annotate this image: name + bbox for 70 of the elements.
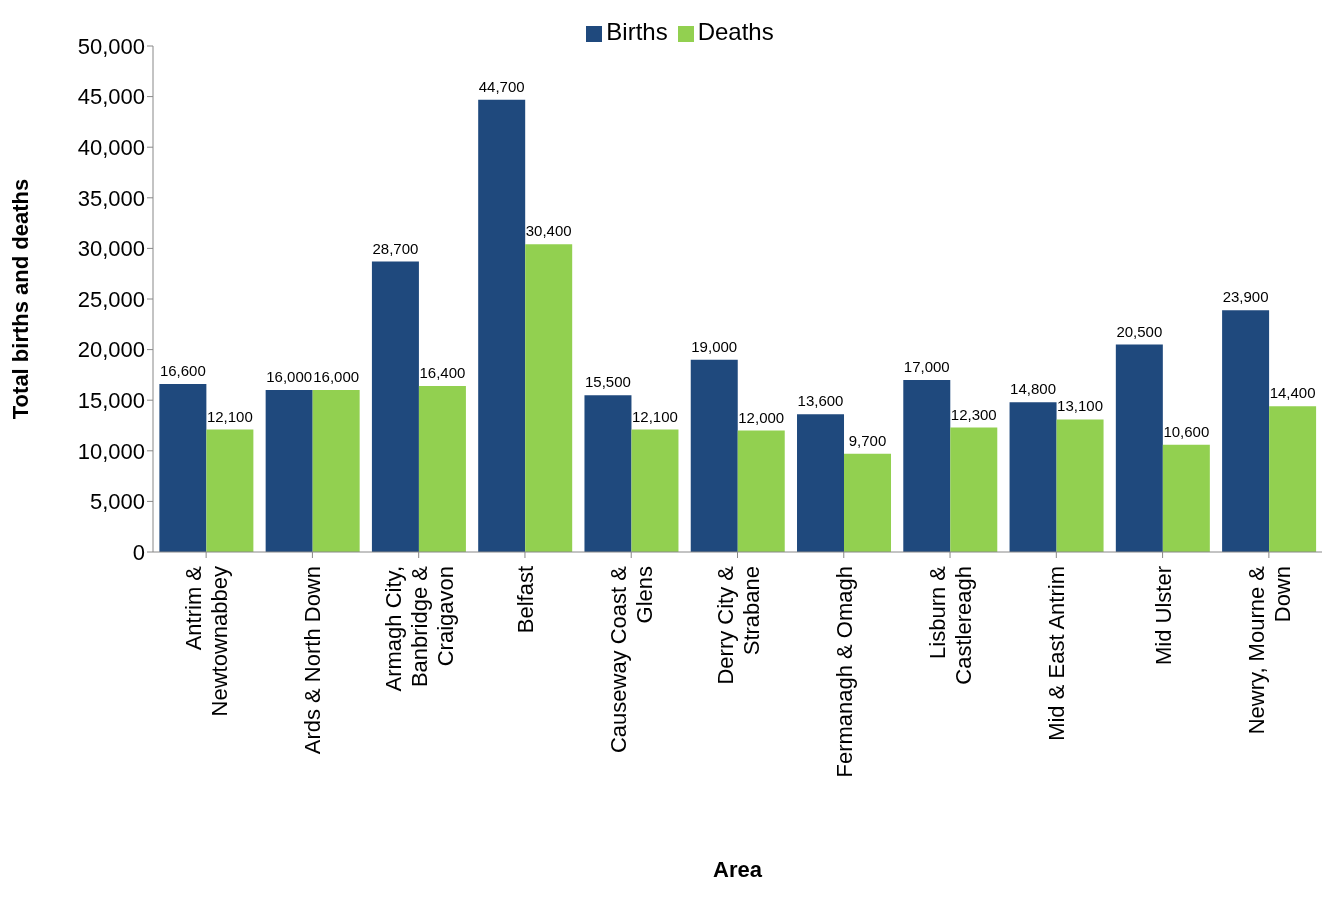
bar	[1222, 310, 1270, 552]
y-tick-label: 35,000	[77, 185, 145, 211]
y-tick-label: 40,000	[77, 135, 145, 161]
data-label: 10,600	[1163, 422, 1210, 440]
y-tick-label: 10,000	[77, 438, 145, 464]
data-label: 12,100	[632, 407, 678, 425]
y-axis-title: Total births and deaths	[7, 178, 33, 420]
data-label: 19,000	[691, 337, 738, 355]
bar	[206, 429, 254, 552]
x-tick-label: Belfast	[512, 566, 538, 634]
bar	[903, 379, 951, 552]
data-label: 44,700	[478, 77, 525, 95]
x-tick-label: Derry City & Strabane	[712, 565, 764, 685]
x-tick-label: Mid Ulster	[1150, 566, 1176, 666]
data-label: 13,100	[1057, 397, 1103, 415]
bar	[1009, 402, 1057, 552]
bar	[1056, 419, 1104, 552]
y-tick-label: 0	[132, 539, 145, 565]
y-tick-label: 5,000	[89, 489, 145, 515]
bar	[950, 427, 998, 552]
bar	[584, 395, 632, 552]
data-label: 13,600	[797, 392, 844, 410]
data-label: 16,000	[266, 368, 313, 386]
data-label: 30,400	[525, 222, 572, 240]
data-label: 12,000	[738, 408, 785, 426]
data-label: 14,400	[1269, 384, 1316, 402]
y-tick-label: 30,000	[77, 236, 145, 262]
bar	[1115, 344, 1163, 552]
data-label: 16,000	[313, 368, 360, 386]
x-tick-label: Causeway Coast & Glens	[606, 565, 658, 754]
data-label: 12,100	[206, 407, 253, 425]
x-tick-label: Antrim & Newtownabbey	[181, 565, 233, 717]
bar	[797, 414, 845, 552]
bar	[631, 429, 679, 552]
bar	[312, 390, 360, 552]
bar	[418, 386, 466, 552]
bar	[1162, 444, 1210, 552]
x-tick-label: Lisburn & Castlereagh	[925, 565, 977, 685]
bar	[1269, 406, 1317, 552]
x-axis-title: Area	[713, 857, 763, 882]
x-tick-label: Ards & North Down	[300, 566, 326, 755]
y-tick-label: 50,000	[77, 33, 145, 59]
data-label: 9,700	[848, 431, 887, 449]
bar	[265, 390, 313, 552]
bar	[159, 384, 207, 552]
y-tick-label: 45,000	[77, 84, 145, 110]
x-tick-label: Armagh City, Banbridge & Craigavon	[380, 565, 458, 692]
x-tick-label: Fermanagh & Omagh	[831, 566, 857, 778]
x-tick-label: Newry, Mourne & Down	[1243, 565, 1295, 735]
data-label: 12,300	[950, 405, 997, 423]
bar	[844, 453, 892, 552]
y-tick-label: 20,000	[77, 337, 145, 363]
bar	[690, 359, 738, 552]
data-label: 23,900	[1222, 288, 1269, 306]
data-label: 16,400	[419, 364, 466, 382]
bar	[525, 244, 573, 552]
bar	[371, 261, 419, 552]
data-label: 15,500	[585, 373, 631, 391]
data-label: 20,500	[1116, 322, 1163, 340]
bar	[478, 99, 526, 552]
x-tick-label: Mid & East Antrim	[1044, 566, 1070, 741]
data-label: 28,700	[372, 239, 419, 257]
y-tick-label: 15,000	[77, 388, 145, 414]
legend-label: Deaths	[697, 18, 774, 45]
data-label: 14,800	[1010, 380, 1056, 398]
y-tick-label: 25,000	[77, 286, 145, 312]
data-label: 16,600	[159, 362, 206, 380]
data-label: 17,000	[903, 357, 950, 375]
legend-label: Births	[606, 18, 668, 45]
bar	[737, 430, 785, 552]
